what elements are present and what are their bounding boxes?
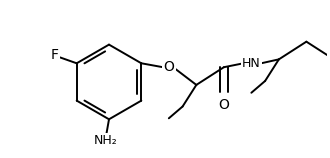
Text: O: O — [163, 60, 174, 74]
Text: NH₂: NH₂ — [94, 134, 118, 147]
Text: O: O — [218, 97, 229, 112]
Text: F: F — [51, 48, 59, 62]
Text: HN: HN — [242, 57, 261, 70]
